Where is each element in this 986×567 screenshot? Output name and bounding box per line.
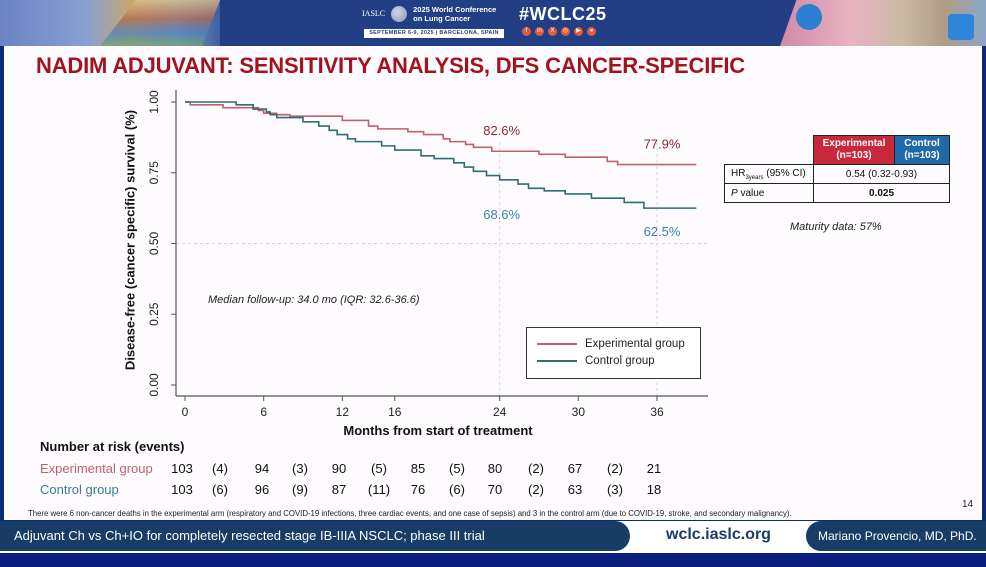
legend-label-experimental: Experimental group [585, 338, 685, 350]
x-axis-label: Months from start of treatment [343, 423, 533, 438]
risk-count: 18 [646, 482, 662, 497]
x-tick-label: 16 [388, 405, 402, 419]
risk-events: (9) [292, 482, 308, 497]
wechat-icon[interactable]: ● [587, 27, 596, 36]
y-tick-label: 0.25 [147, 302, 161, 326]
risk-count: 63 [567, 482, 583, 497]
x-tick-label: 30 [572, 405, 586, 419]
hr-value: 0.54 (0.32-0.93) [813, 164, 950, 184]
risk-count: 94 [254, 461, 270, 476]
legend-label-control: Control group [585, 355, 655, 367]
legend-item-control: Control group [537, 355, 655, 367]
page-number: 14 [962, 499, 974, 510]
conference-name-line2: on Lung Cancer [413, 14, 471, 23]
risk-events: (3) [607, 482, 623, 497]
linkedin-icon[interactable]: in [535, 27, 544, 36]
x-icon[interactable]: X [548, 27, 557, 36]
globe-icon [391, 6, 408, 22]
km-annotation-experimental: 82.6% [483, 123, 520, 138]
risk-events: (5) [449, 461, 465, 476]
x-tick-label: 12 [336, 405, 350, 419]
risk-table-title: Number at risk (events) [40, 439, 185, 454]
footer-presenter: Mariano Provencio, MD, PhD. [806, 521, 986, 551]
conference-name-line1: 2025 World Conference [413, 5, 497, 14]
km-curve-control [185, 101, 697, 209]
followup-note: Median follow-up: 34.0 mo (IQR: 32.6-36.… [208, 294, 420, 306]
risk-label-experimental: Experimental group [40, 461, 153, 476]
risk-count: 96 [254, 482, 270, 497]
youtube-icon[interactable]: ▶ [574, 27, 583, 36]
risk-count: 103 [171, 461, 193, 476]
hr-row: HR3years (95% CI) 0.54 (0.32-0.93) [724, 164, 950, 184]
risk-count: 76 [410, 482, 426, 497]
risk-events: (4) [212, 461, 228, 476]
risk-events: (3) [292, 461, 308, 476]
risk-count: 103 [171, 482, 193, 497]
risk-count: 85 [410, 461, 426, 476]
conference-name: 2025 World Conference on Lung Cancer [413, 5, 496, 23]
conference-hashtag: #WCLC25 [519, 4, 607, 24]
risk-count: 90 [331, 461, 347, 476]
x-tick-label: 6 [260, 405, 267, 419]
risk-events: (6) [449, 482, 465, 497]
hr-table-header: Experimental (n=103) Control (n=103) [725, 135, 950, 165]
risk-events: (5) [371, 461, 387, 476]
pvalue-label: P value [724, 183, 814, 203]
y-axis-label: Disease-free (cancer specific) survival … [122, 109, 138, 371]
slide-body [4, 46, 982, 520]
header-control: Control (n=103) [894, 135, 950, 165]
risk-count: 87 [331, 482, 347, 497]
chart-legend: Experimental group Control group [526, 327, 701, 379]
legend-item-experimental: Experimental group [537, 338, 685, 350]
instagram-icon[interactable]: ◎ [561, 27, 570, 36]
risk-count: 80 [487, 461, 503, 476]
bottom-strip [0, 553, 986, 567]
social-icons: f in X ◎ ▶ ● [522, 27, 596, 36]
y-tick-label: 0.75 [147, 161, 161, 185]
x-tick-label: 24 [493, 405, 507, 419]
y-tick-label: 0.00 [147, 373, 161, 397]
km-annotation-control: 62.5% [644, 224, 681, 239]
footer-url[interactable]: wclc.iaslc.org [666, 526, 771, 543]
risk-events: (11) [367, 482, 391, 497]
hr-label: HR3years (95% CI) [724, 164, 814, 184]
slide-title: NADIM ADJUVANT: SENSITIVITY ANALYSIS, DF… [36, 53, 745, 78]
iaslc-logo: IASLC [362, 9, 386, 18]
km-annotation-control: 68.6% [483, 207, 520, 222]
risk-count: 21 [646, 461, 662, 476]
maturity-note: Maturity data: 57% [790, 221, 882, 233]
pvalue-value: 0.025 [813, 183, 950, 203]
legend-swatch-experimental [537, 343, 577, 345]
risk-events: (2) [528, 461, 544, 476]
y-tick-label: 1.00 [147, 90, 161, 114]
risk-count: 67 [567, 461, 583, 476]
legend-swatch-control [537, 360, 577, 362]
pvalue-row: P value 0.025 [724, 183, 950, 203]
risk-events: (2) [607, 461, 623, 476]
conference-banner: IASLC 2025 World Conference on Lung Canc… [0, 0, 986, 46]
risk-events: (6) [212, 482, 228, 497]
risk-events: (2) [528, 482, 544, 497]
risk-count: 70 [487, 482, 503, 497]
conference-dates: SEPTEMBER 6-9, 2025 | BARCELONA, SPAIN [364, 29, 504, 38]
x-tick-label: 0 [182, 405, 189, 419]
km-curve-experimental [185, 101, 697, 166]
decorative-hexagon [796, 4, 822, 30]
footnote: There were 6 non-cancer deaths in the ex… [28, 509, 792, 518]
risk-label-control: Control group [40, 482, 119, 497]
decorative-hexagon [948, 14, 974, 40]
facebook-icon[interactable]: f [522, 27, 531, 36]
x-tick-label: 36 [650, 405, 664, 419]
hazard-ratio-table: Experimental (n=103) Control (n=103) HR3… [724, 135, 950, 203]
footer-subtitle: Adjuvant Ch vs Ch+IO for completely rese… [0, 521, 630, 551]
km-annotation-experimental: 77.9% [644, 137, 681, 152]
y-tick-label: 0.50 [147, 231, 161, 255]
conference-logo: IASLC 2025 World Conference on Lung Canc… [362, 5, 496, 23]
header-experimental: Experimental (n=103) [813, 135, 895, 165]
